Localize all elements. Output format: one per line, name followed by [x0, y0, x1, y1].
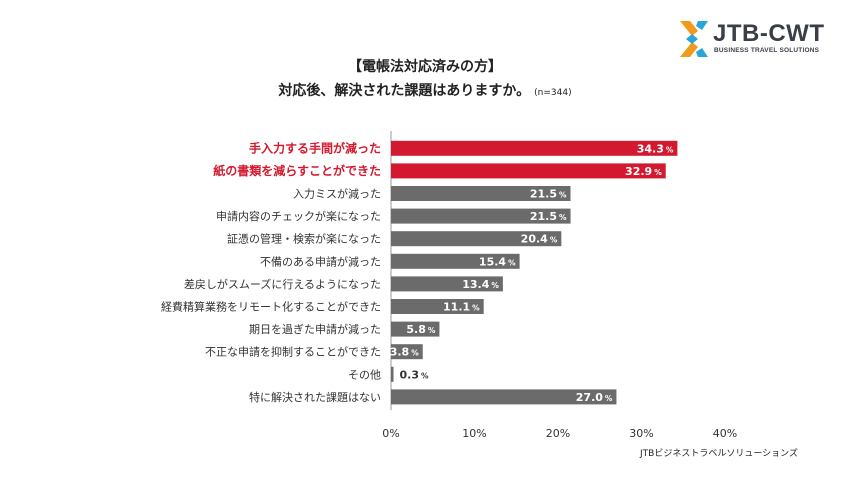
category-label: 期日を過ぎた申請が減った — [249, 322, 381, 336]
data-label: 5.8% — [406, 323, 436, 336]
chart-title-line1: 【電帳法対応済みの方】 — [348, 59, 502, 75]
category-label: 手入力する手間が減った — [249, 140, 381, 155]
x-tick-label: 20% — [546, 427, 570, 440]
chart-title-line2: 対応後、解決された課題はありますか。 (n=344) — [0, 80, 850, 100]
bar — [391, 389, 617, 405]
category-label: その他 — [348, 368, 381, 381]
category-label: 特に解決された課題はない — [249, 390, 381, 404]
category-label: 不備のある申請が減った — [260, 254, 381, 268]
bar — [391, 208, 571, 224]
category-label: 申請内容のチェックが楽になった — [216, 209, 381, 223]
x-tick-label: 10% — [462, 427, 486, 440]
bar — [391, 276, 503, 292]
bar — [391, 140, 678, 156]
bar — [391, 231, 562, 247]
logo-mark-icon — [680, 21, 708, 57]
bar — [391, 344, 423, 360]
category-label: 不正な申請を抑制することができた — [205, 345, 381, 359]
x-tick-label: 40% — [713, 427, 737, 440]
sample-size: (n=344) — [534, 88, 572, 98]
bar — [391, 163, 666, 179]
source-credit: JTBビジネストラベルソリューションズ — [640, 449, 798, 459]
bar — [391, 321, 440, 337]
logo-name: JTB-CWT — [713, 20, 825, 47]
data-label: 3.8% — [390, 346, 420, 359]
bar — [391, 299, 484, 314]
bar — [391, 253, 520, 269]
category-label: 差戻しがスムーズに行えるようになった — [184, 277, 381, 291]
category-label: 経費精算業務をリモート化することができた — [161, 300, 381, 314]
category-label: 証憑の管理・検索が楽になった — [227, 232, 381, 246]
x-tick-label: 0% — [382, 427, 399, 440]
x-tick-label: 30% — [629, 427, 653, 440]
category-label: 入力ミスが減った — [293, 187, 381, 201]
bar — [391, 186, 571, 201]
category-label: 紙の書類を減らすことができた — [213, 163, 381, 178]
data-label: 0.3% — [400, 368, 430, 381]
chart-question: 対応後、解決された課題はありますか。 — [278, 83, 531, 99]
logo-tagline: BUSINESS TRAVEL SOLUTIONS — [714, 47, 820, 54]
bar — [391, 366, 394, 382]
